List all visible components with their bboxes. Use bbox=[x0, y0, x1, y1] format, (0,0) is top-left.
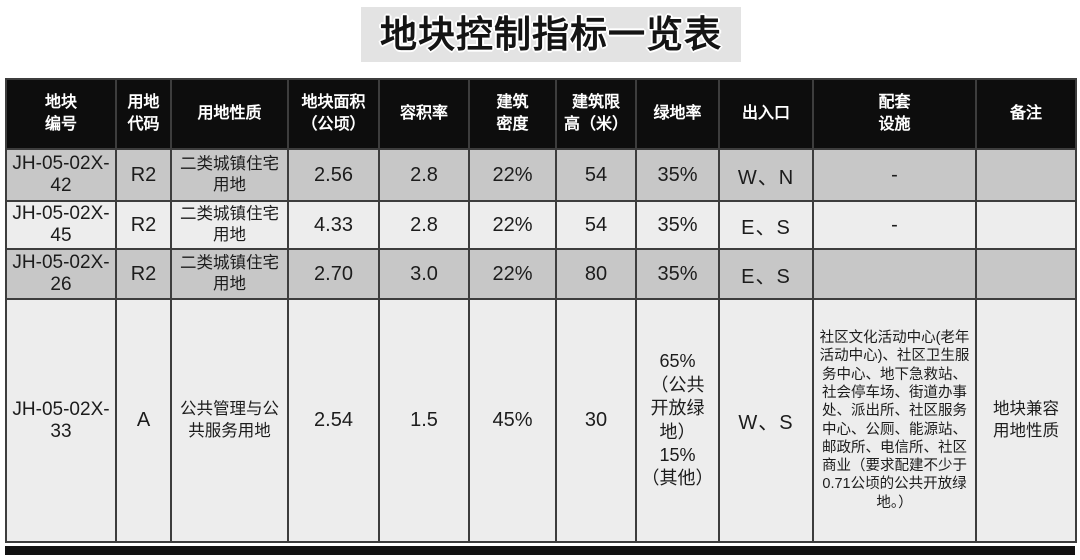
table-row: JH-05-02X-26 R2 二类城镇住宅用地 2.70 3.0 22% 80… bbox=[5, 248, 1077, 300]
cell-land-code: R2 bbox=[115, 248, 172, 300]
cell-building-density: 22% bbox=[468, 148, 557, 202]
cell-building-density: 22% bbox=[468, 248, 557, 300]
cell-remarks bbox=[975, 248, 1077, 300]
cell-building-density: 22% bbox=[468, 200, 557, 250]
table-bottom-bar bbox=[5, 546, 1075, 555]
cell-height-limit: 30 bbox=[555, 298, 637, 543]
cell-parcel-area: 2.54 bbox=[287, 298, 380, 543]
page-title: 地块控制指标一览表 bbox=[361, 7, 741, 62]
col-header-building-density: 建筑 密度 bbox=[468, 78, 557, 150]
col-header-parcel-area: 地块面积 （公顷） bbox=[287, 78, 380, 150]
cell-parcel-no: JH-05-02X-42 bbox=[5, 148, 117, 202]
cell-green-ratio: 35% bbox=[635, 148, 720, 202]
cell-facilities: - bbox=[812, 148, 977, 202]
cell-land-use-nature: 二类城镇住宅用地 bbox=[170, 148, 289, 202]
col-header-access: 出入口 bbox=[718, 78, 814, 150]
cell-parcel-area: 4.33 bbox=[287, 200, 380, 250]
cell-height-limit: 80 bbox=[555, 248, 637, 300]
cell-height-limit: 54 bbox=[555, 148, 637, 202]
cell-remarks: 地块兼容用地性质 bbox=[975, 298, 1077, 543]
cell-parcel-no: JH-05-02X-26 bbox=[5, 248, 117, 300]
cell-access: E、S bbox=[718, 248, 814, 300]
cell-parcel-area: 2.70 bbox=[287, 248, 380, 300]
cell-floor-area-ratio: 2.8 bbox=[378, 148, 470, 202]
cell-facilities bbox=[812, 248, 977, 300]
cell-green-ratio: 65% （公共 开放绿 地） 15% （其他） bbox=[635, 298, 720, 543]
table-row: JH-05-02X-33 A 公共管理与公共服务用地 2.54 1.5 45% … bbox=[5, 298, 1077, 543]
cell-building-density: 45% bbox=[468, 298, 557, 543]
cell-land-code: A bbox=[115, 298, 172, 543]
cell-facilities: - bbox=[812, 200, 977, 250]
col-header-floor-area-ratio: 容积率 bbox=[378, 78, 470, 150]
cell-parcel-no: JH-05-02X-33 bbox=[5, 298, 117, 543]
cell-parcel-area: 2.56 bbox=[287, 148, 380, 202]
table-header-row: 地块 编号 用地 代码 用地性质 地块面积 （公顷） 容积率 建筑 密度 建筑限… bbox=[5, 78, 1077, 150]
parcel-control-table: 地块 编号 用地 代码 用地性质 地块面积 （公顷） 容积率 建筑 密度 建筑限… bbox=[5, 78, 1077, 543]
cell-land-code: R2 bbox=[115, 148, 172, 202]
cell-land-use-nature: 二类城镇住宅用地 bbox=[170, 200, 289, 250]
col-header-remarks: 备注 bbox=[975, 78, 1077, 150]
table-row: JH-05-02X-42 R2 二类城镇住宅用地 2.56 2.8 22% 54… bbox=[5, 148, 1077, 202]
cell-access: E、S bbox=[718, 200, 814, 250]
cell-floor-area-ratio: 1.5 bbox=[378, 298, 470, 543]
cell-floor-area-ratio: 3.0 bbox=[378, 248, 470, 300]
cell-parcel-no: JH-05-02X-45 bbox=[5, 200, 117, 250]
cell-remarks bbox=[975, 148, 1077, 202]
cell-green-ratio: 35% bbox=[635, 200, 720, 250]
cell-land-use-nature: 二类城镇住宅用地 bbox=[170, 248, 289, 300]
cell-height-limit: 54 bbox=[555, 200, 637, 250]
cell-land-use-nature: 公共管理与公共服务用地 bbox=[170, 298, 289, 543]
cell-floor-area-ratio: 2.8 bbox=[378, 200, 470, 250]
cell-land-code: R2 bbox=[115, 200, 172, 250]
cell-green-ratio: 35% bbox=[635, 248, 720, 300]
col-header-height-limit: 建筑限 高（米） bbox=[555, 78, 637, 150]
table-row: JH-05-02X-45 R2 二类城镇住宅用地 4.33 2.8 22% 54… bbox=[5, 200, 1077, 250]
cell-access: W、S bbox=[718, 298, 814, 543]
col-header-green-ratio: 绿地率 bbox=[635, 78, 720, 150]
col-header-land-use-nature: 用地性质 bbox=[170, 78, 289, 150]
col-header-land-code: 用地 代码 bbox=[115, 78, 172, 150]
col-header-facilities: 配套 设施 bbox=[812, 78, 977, 150]
cell-access: W、N bbox=[718, 148, 814, 202]
cell-remarks bbox=[975, 200, 1077, 250]
col-header-parcel-no: 地块 编号 bbox=[5, 78, 117, 150]
cell-facilities: 社区文化活动中心(老年活动中心)、社区卫生服务中心、地下急救站、社会停车场、街道… bbox=[812, 298, 977, 543]
